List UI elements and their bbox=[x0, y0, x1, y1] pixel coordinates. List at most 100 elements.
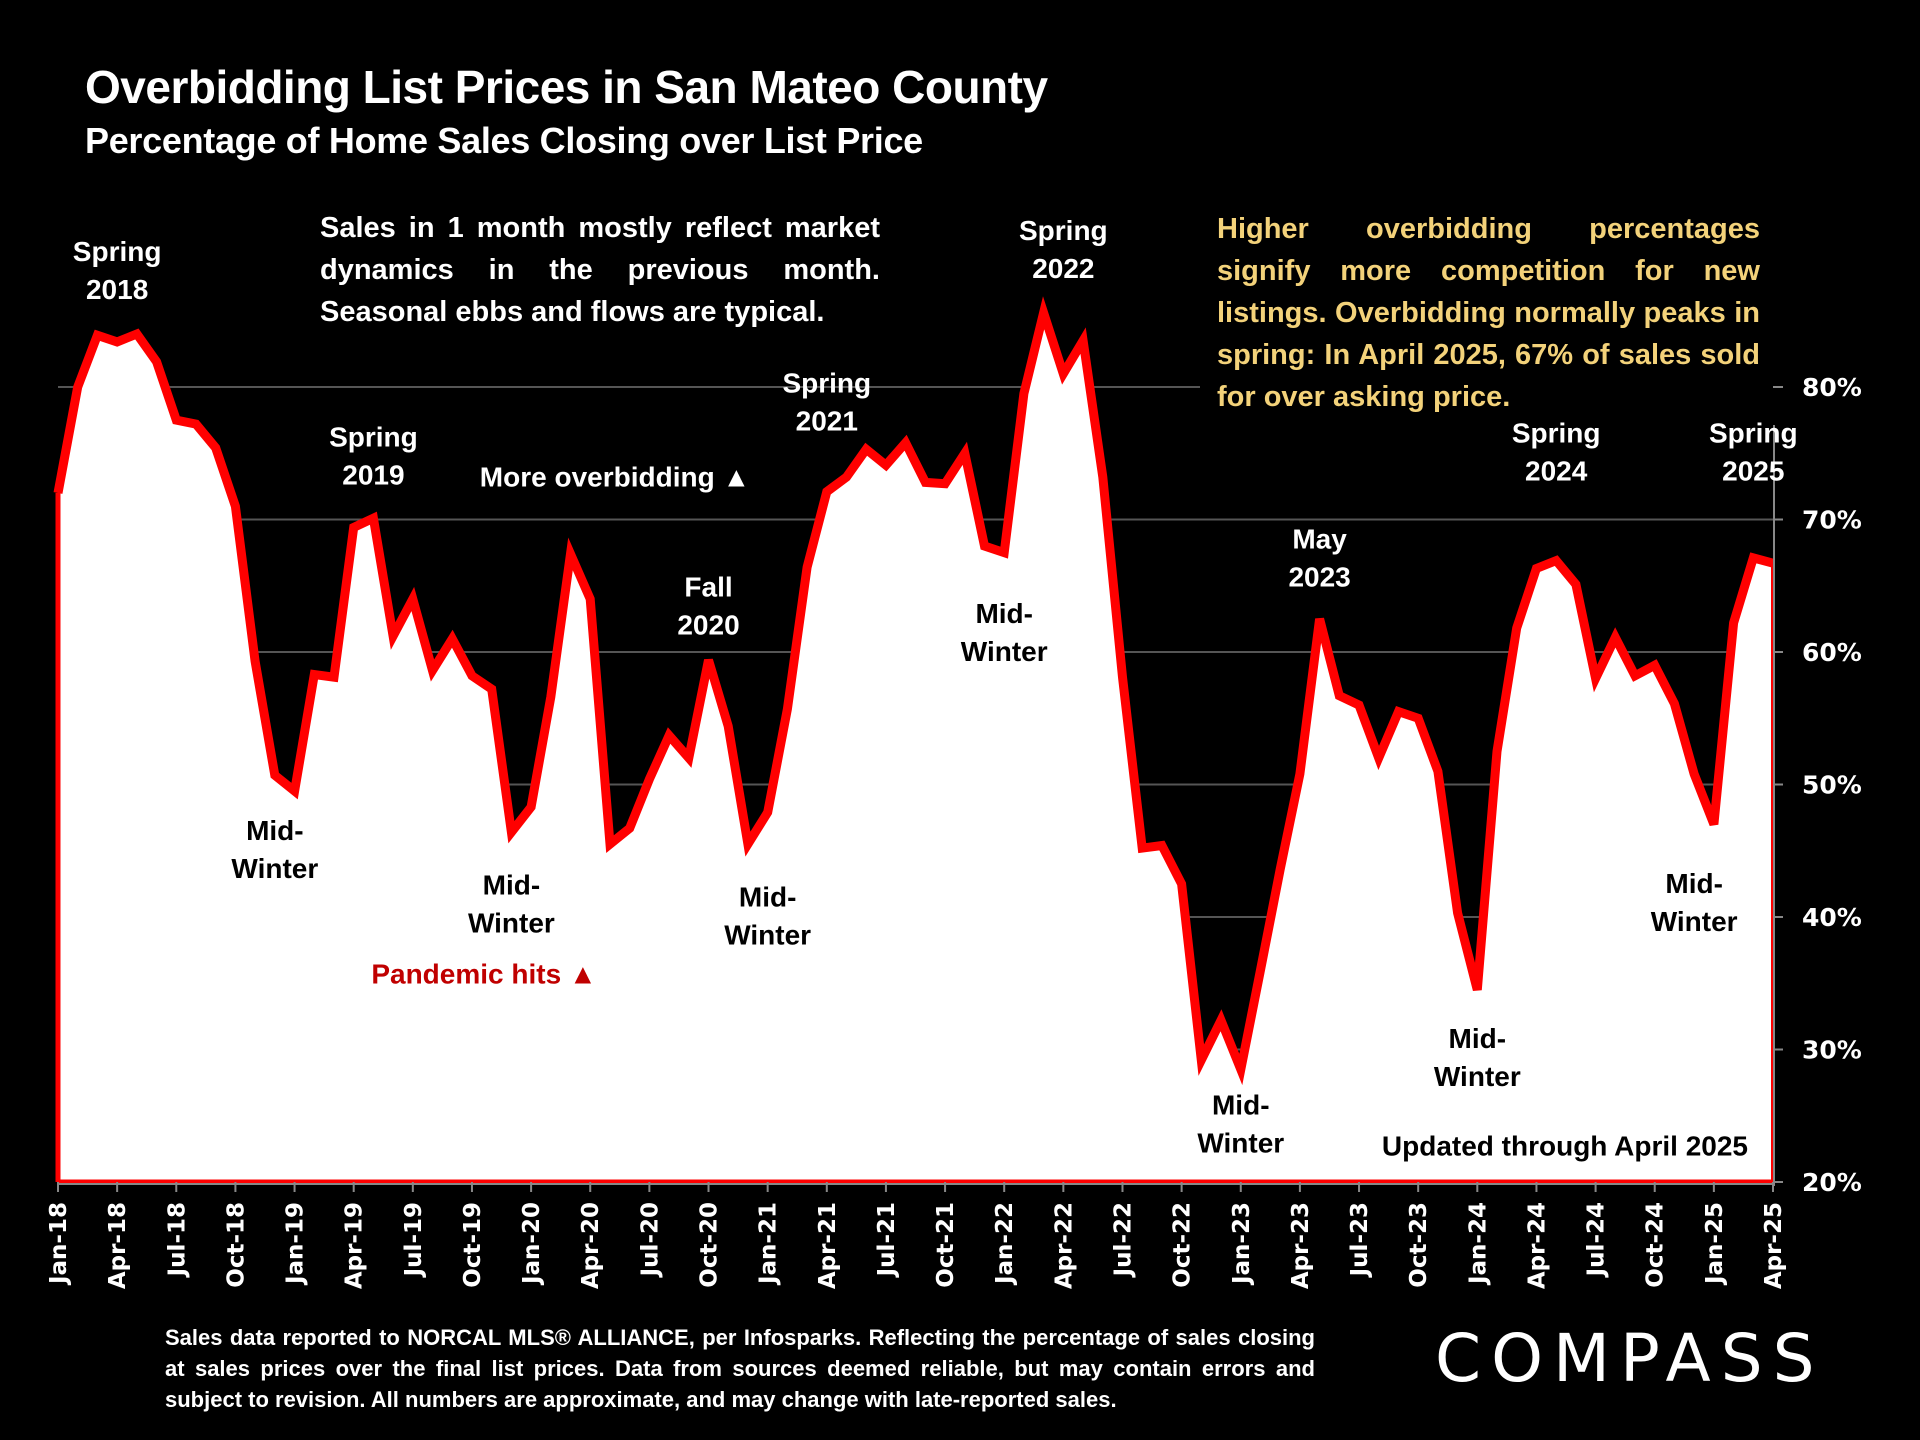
x-tick-label: Apr-18 bbox=[105, 1202, 131, 1289]
y-tick-label: 40% bbox=[1802, 903, 1862, 932]
x-tick-label: Jan-19 bbox=[283, 1202, 309, 1286]
annotation-line: 2024 bbox=[1525, 456, 1588, 487]
y-axis: 20% 30% 40% 50% 60% 70% 80% bbox=[1773, 373, 1862, 1197]
annotation-line: Winter bbox=[724, 919, 811, 950]
x-tick-label: Oct-21 bbox=[933, 1202, 959, 1288]
area-fill bbox=[58, 312, 1773, 1182]
series-line bbox=[53, 296, 1775, 1086]
note-overbidding-explanation: Higher overbidding percentages signify m… bbox=[1217, 213, 1760, 413]
annotation-line: Pandemic hits ▲ bbox=[371, 958, 596, 989]
annotation-line: Updated through April 2025 bbox=[1382, 1131, 1748, 1162]
annotation-line: 2020 bbox=[677, 609, 739, 640]
annotation-line: Winter bbox=[1197, 1127, 1284, 1158]
annotation-label: Mid- Winter bbox=[468, 869, 555, 938]
y-tick-label: 50% bbox=[1802, 771, 1862, 800]
annotation-line: Spring bbox=[1709, 418, 1798, 449]
note-previous-month: Sales in 1 month mostly reflect market d… bbox=[320, 212, 880, 328]
x-tick-label: Jul-20 bbox=[637, 1202, 663, 1278]
x-tick-label: Apr-21 bbox=[815, 1202, 841, 1289]
annotation-line: 2025 bbox=[1722, 456, 1784, 487]
annotation-line: Mid- bbox=[975, 598, 1033, 629]
annotation-line: 2019 bbox=[342, 460, 404, 491]
x-tick-label: Jan-21 bbox=[756, 1202, 782, 1286]
annotation-label: Spring 2024 bbox=[1512, 418, 1601, 487]
x-tick-label: Jan-24 bbox=[1465, 1202, 1491, 1286]
x-tick-label: Oct-20 bbox=[697, 1202, 723, 1288]
x-tick-label: Oct-19 bbox=[460, 1202, 486, 1288]
annotation-label: Mid- Winter bbox=[961, 598, 1048, 667]
annotation-line: 2022 bbox=[1032, 253, 1094, 284]
annotation-line: More overbidding ▲ bbox=[480, 461, 750, 492]
annotation-line: May bbox=[1292, 524, 1347, 555]
x-tick-label: Jan-22 bbox=[992, 1202, 1018, 1286]
annotation-line: Spring bbox=[782, 367, 871, 398]
y-tick-label: 60% bbox=[1802, 638, 1862, 667]
x-tick-label: Apr-22 bbox=[1051, 1202, 1077, 1289]
annotation-line: Winter bbox=[468, 907, 555, 938]
annotation-line: Spring bbox=[73, 236, 162, 267]
x-tick-label: Apr-24 bbox=[1524, 1202, 1550, 1289]
chart-title: Overbidding List Prices in San Mateo Cou… bbox=[85, 61, 1048, 113]
annotation-line: Winter bbox=[961, 636, 1048, 667]
annotation-line: 2018 bbox=[86, 274, 148, 305]
annotation-line: Mid- bbox=[483, 869, 541, 900]
x-tick-label: Oct-18 bbox=[223, 1202, 249, 1288]
annotation-line: Winter bbox=[231, 853, 318, 884]
x-tick-label: Jan-23 bbox=[1229, 1202, 1255, 1286]
annotation-line: Mid- bbox=[1665, 868, 1723, 899]
annotation-line: Winter bbox=[1651, 906, 1738, 937]
annotation-line: Mid- bbox=[1449, 1023, 1507, 1054]
footer-disclaimer: Sales data reported to NORCAL MLS® ALLIA… bbox=[165, 1325, 1315, 1412]
annotation-label: Spring 2022 bbox=[1019, 215, 1108, 284]
annotation-line: 2021 bbox=[796, 405, 858, 436]
annotation-label: More overbidding ▲ bbox=[480, 461, 750, 492]
x-tick-label: Apr-20 bbox=[578, 1202, 604, 1289]
x-tick-label: Oct-24 bbox=[1643, 1202, 1669, 1288]
annotation-line: Mid- bbox=[739, 881, 797, 912]
annotation-label: Updated through April 2025 bbox=[1382, 1131, 1748, 1162]
x-tick-label: Jan-18 bbox=[46, 1202, 72, 1286]
x-tick-label: Jul-22 bbox=[1110, 1202, 1136, 1278]
annotation-line: Mid- bbox=[246, 815, 304, 846]
y-tick-label: 80% bbox=[1802, 373, 1862, 402]
chart-subtitle: Percentage of Home Sales Closing over Li… bbox=[85, 120, 923, 161]
x-tick-label: Jul-23 bbox=[1347, 1202, 1373, 1278]
annotation-line: Fall bbox=[684, 571, 732, 602]
annotation-label: Mid- Winter bbox=[724, 881, 811, 950]
annotation-label: Spring 2018 bbox=[73, 236, 162, 305]
x-tick-label: Jul-19 bbox=[401, 1202, 427, 1278]
annotation-line: 2023 bbox=[1288, 562, 1350, 593]
x-tick-label: Jul-21 bbox=[874, 1202, 900, 1278]
x-tick-label: Jul-18 bbox=[164, 1202, 190, 1278]
annotations: Spring 2018 Spring 2019 More overbidding ▲ Fa… bbox=[73, 215, 1798, 1162]
x-tick-label: Apr-23 bbox=[1288, 1202, 1314, 1289]
y-tick-label: 30% bbox=[1802, 1036, 1862, 1065]
annotation-label: Spring 2019 bbox=[329, 422, 418, 491]
y-tick-label: 20% bbox=[1802, 1168, 1862, 1197]
annotation-label: Mid- Winter bbox=[231, 815, 318, 884]
x-tick-label: Jan-20 bbox=[519, 1202, 545, 1286]
annotation-label: Mid- Winter bbox=[1651, 868, 1738, 937]
annotation-label: Pandemic hits ▲ bbox=[371, 958, 596, 989]
annotation-label: Spring 2021 bbox=[782, 367, 871, 436]
x-tick-label: Apr-19 bbox=[342, 1202, 368, 1289]
x-tick-label: Jul-24 bbox=[1584, 1202, 1610, 1278]
annotation-label: Fall 2020 bbox=[677, 571, 739, 640]
annotation-line: Winter bbox=[1434, 1061, 1521, 1092]
x-tick-label: Apr-25 bbox=[1761, 1202, 1787, 1289]
annotation-line: Mid- bbox=[1212, 1089, 1270, 1120]
annotation-line: Spring bbox=[1019, 215, 1108, 246]
annotation-label: May 2023 bbox=[1288, 524, 1350, 593]
compass-logo: COMPASS bbox=[1435, 1320, 1825, 1397]
annotation-label: Mid- Winter bbox=[1197, 1089, 1284, 1158]
annotation-label: Spring 2025 bbox=[1709, 418, 1798, 487]
y-tick-label: 70% bbox=[1802, 506, 1862, 535]
annotation-line: Spring bbox=[1512, 418, 1601, 449]
x-tick-label: Oct-23 bbox=[1406, 1202, 1432, 1288]
x-tick-label: Jan-25 bbox=[1702, 1202, 1728, 1286]
x-tick-label: Oct-22 bbox=[1170, 1202, 1196, 1288]
annotation-line: Spring bbox=[329, 422, 418, 453]
annotation-label: Mid- Winter bbox=[1434, 1023, 1521, 1092]
x-axis: Jan-18 Apr-18 Jul-18 Oct-18 Jan-19 Apr-19 Jul-… bbox=[46, 1182, 1787, 1289]
